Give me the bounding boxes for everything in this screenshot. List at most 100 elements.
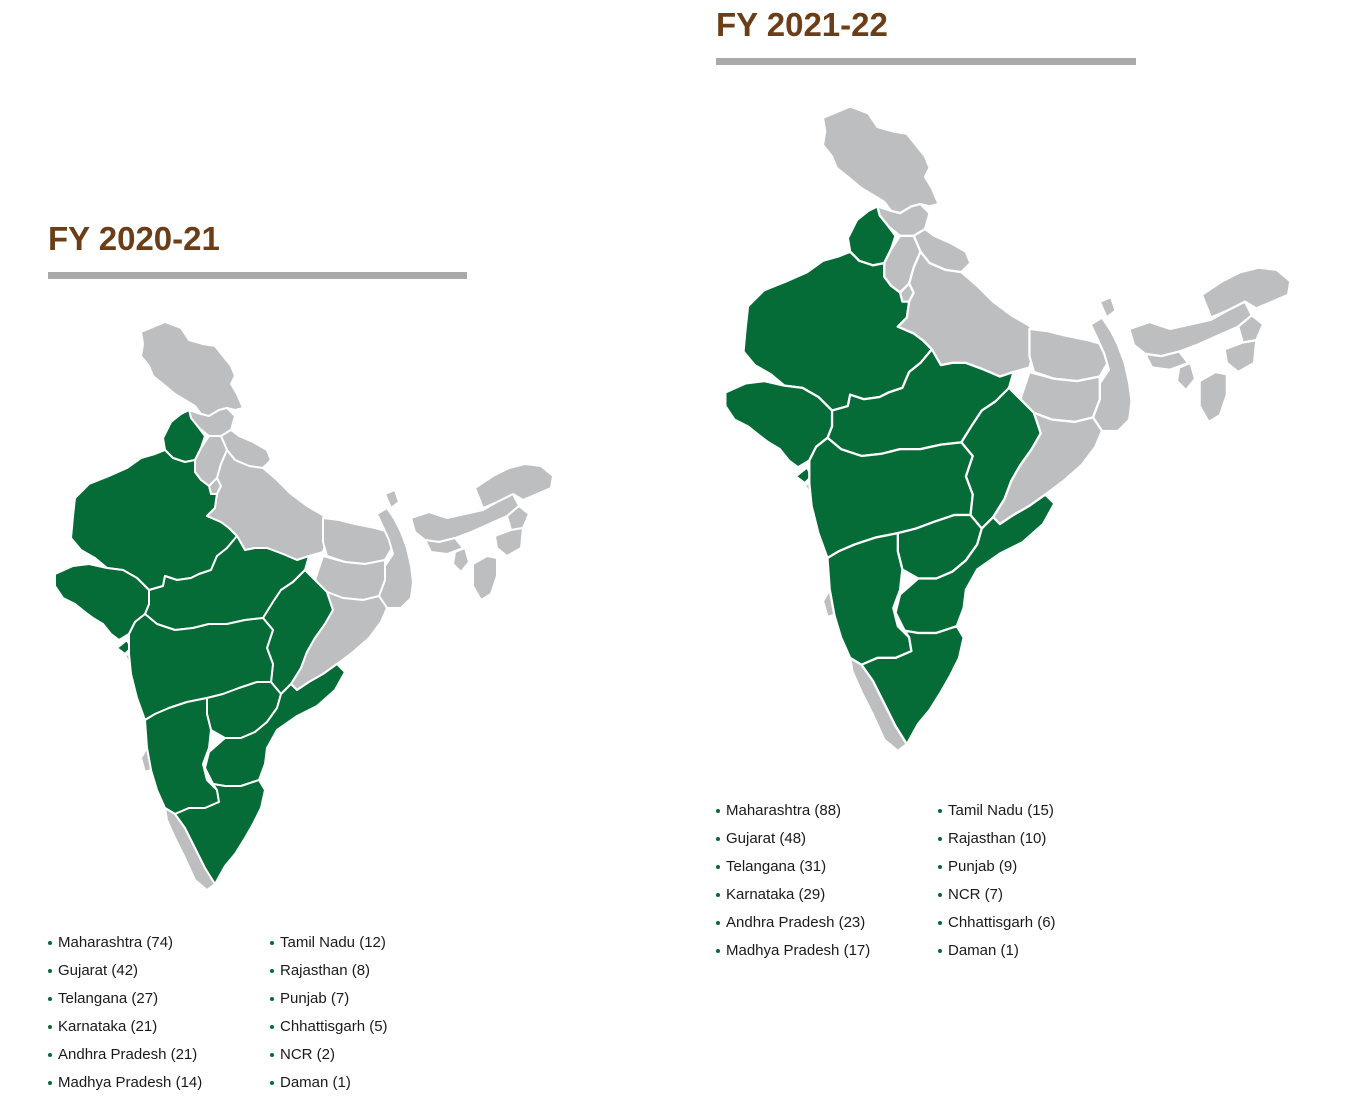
region-jammu-kashmir: [821, 105, 940, 215]
legend-column-left: Maharashtra (88) Gujarat (48) Telangana (3…: [716, 802, 936, 970]
region-andhra-pradesh: [894, 493, 1056, 635]
region-daman: [803, 479, 815, 494]
legend-item: Maharashtra (88): [716, 802, 936, 830]
legend-item: Karnataka (21): [48, 1018, 268, 1046]
region-assam: [1128, 300, 1253, 358]
region-meghalaya: [1144, 350, 1190, 371]
legend-item: Madhya Pradesh (17): [716, 942, 936, 970]
bullet-icon: [716, 809, 720, 813]
legend-label: Madhya Pradesh (17): [726, 942, 871, 959]
legend-item: Daman (1): [270, 1074, 490, 1102]
bullet-icon: [48, 1053, 52, 1057]
legend-label: Tamil Nadu (12): [280, 934, 386, 951]
bullet-icon: [270, 1025, 274, 1029]
legend-label: Gujarat (48): [726, 830, 807, 847]
region-kerala: [849, 656, 909, 753]
region-tamil-nadu: [860, 625, 965, 746]
region-bihar: [322, 517, 394, 565]
bullet-icon: [716, 893, 720, 897]
region-west-bengal: [1089, 316, 1133, 433]
legend-item: Maharashtra (74): [48, 934, 268, 962]
legend-item: Madhya Pradesh (14): [48, 1074, 268, 1102]
bullet-icon: [938, 893, 942, 897]
region-himachal: [876, 202, 931, 237]
legend-item: Tamil Nadu (15): [938, 802, 1158, 830]
legend-item: Punjab (7): [270, 990, 490, 1018]
bullet-icon: [716, 921, 720, 925]
region-telangana: [896, 513, 983, 580]
legend-label: Telangana (27): [58, 990, 159, 1007]
legend-item: Rajasthan (10): [938, 830, 1158, 858]
legend-label: Karnataka (29): [726, 886, 826, 903]
region-sikkim: [384, 489, 400, 509]
heading-rule: [48, 272, 467, 279]
region-nagaland: [506, 505, 530, 531]
legend-item: Andhra Pradesh (23): [716, 914, 936, 942]
region-bihar: [1028, 327, 1110, 383]
region-karnataka: [826, 531, 913, 666]
legend-column-right: Tamil Nadu (12) Rajasthan (8) Punjab (7) Ch…: [270, 934, 490, 1102]
legend-item: Chhattisgarh (6): [938, 914, 1158, 942]
legend-item: Telangana (27): [48, 990, 268, 1018]
region-karnataka: [144, 697, 220, 815]
bullet-icon: [270, 969, 274, 973]
region-arunachal: [1200, 266, 1292, 319]
legend-label: Tamil Nadu (15): [948, 802, 1054, 819]
bullet-icon: [938, 921, 942, 925]
region-sikkim: [1098, 295, 1117, 319]
region-goa: [140, 747, 152, 773]
legend-item: Chhattisgarh (5): [270, 1018, 490, 1046]
bullet-icon: [48, 997, 52, 1001]
legend-item: NCR (2): [270, 1046, 490, 1074]
bullet-icon: [48, 969, 52, 973]
legend-item: Daman (1): [938, 942, 1158, 970]
legend-label: Gujarat (42): [58, 962, 139, 979]
legend-label: Punjab (9): [948, 858, 1018, 875]
legend-label: Maharashtra (88): [726, 802, 842, 819]
legend-item: Punjab (9): [938, 858, 1158, 886]
legend-label: Chhattisgarh (6): [948, 914, 1056, 931]
region-jammu-kashmir: [140, 321, 244, 417]
bullet-icon: [938, 865, 942, 869]
region-maharashtra: [808, 436, 974, 560]
panel-heading: FY 2021-22: [716, 6, 888, 43]
bullet-icon: [270, 997, 274, 1001]
region-mizoram: [472, 555, 498, 601]
region-punjab: [846, 205, 897, 267]
region-uttarakhand: [912, 227, 972, 274]
region-west-bengal: [376, 507, 414, 609]
region-goa: [821, 588, 836, 619]
legend-item: Tamil Nadu (12): [270, 934, 490, 962]
legend-label: NCR (2): [280, 1046, 335, 1063]
bullet-icon: [716, 837, 720, 841]
region-chhattisgarh: [960, 386, 1042, 530]
legend-column-right: Tamil Nadu (15) Rajasthan (10) Punjab (9) N…: [938, 802, 1158, 970]
legend-item: NCR (7): [938, 886, 1158, 914]
region-ncr: [898, 282, 915, 303]
legend-label: Rajasthan (8): [280, 962, 371, 979]
india-map: [54, 321, 554, 891]
bullet-icon: [938, 809, 942, 813]
region-jharkhand: [1019, 370, 1101, 424]
legend-label: Daman (1): [280, 1074, 351, 1091]
panel-fy-2020-21: FY 2020-21 Maharashtra (74) Gujarat (42) T…: [48, 220, 554, 1102]
legend-column-left: Maharashtra (74) Gujarat (42) Telangana (2…: [48, 934, 268, 1102]
region-tamil-nadu: [174, 779, 266, 885]
legend-label: Chhattisgarh (5): [280, 1018, 388, 1035]
region-arunachal: [474, 463, 554, 509]
legend-item: Gujarat (48): [716, 830, 936, 858]
india-map: [724, 105, 1292, 753]
legend-item: Karnataka (29): [716, 886, 936, 914]
region-uttar-pradesh: [896, 250, 1045, 378]
bullet-icon: [270, 1053, 274, 1057]
legend-label: Rajasthan (10): [948, 830, 1047, 847]
bullet-icon: [716, 865, 720, 869]
region-tripura: [452, 547, 470, 573]
bullet-icon: [938, 949, 942, 953]
legend-label: Madhya Pradesh (14): [58, 1074, 203, 1091]
region-nagaland: [1237, 314, 1265, 344]
bullet-icon: [270, 1081, 274, 1085]
legend-label: Daman (1): [948, 942, 1019, 959]
legend-label: Andhra Pradesh (21): [58, 1046, 198, 1063]
bullet-icon: [48, 1081, 52, 1085]
